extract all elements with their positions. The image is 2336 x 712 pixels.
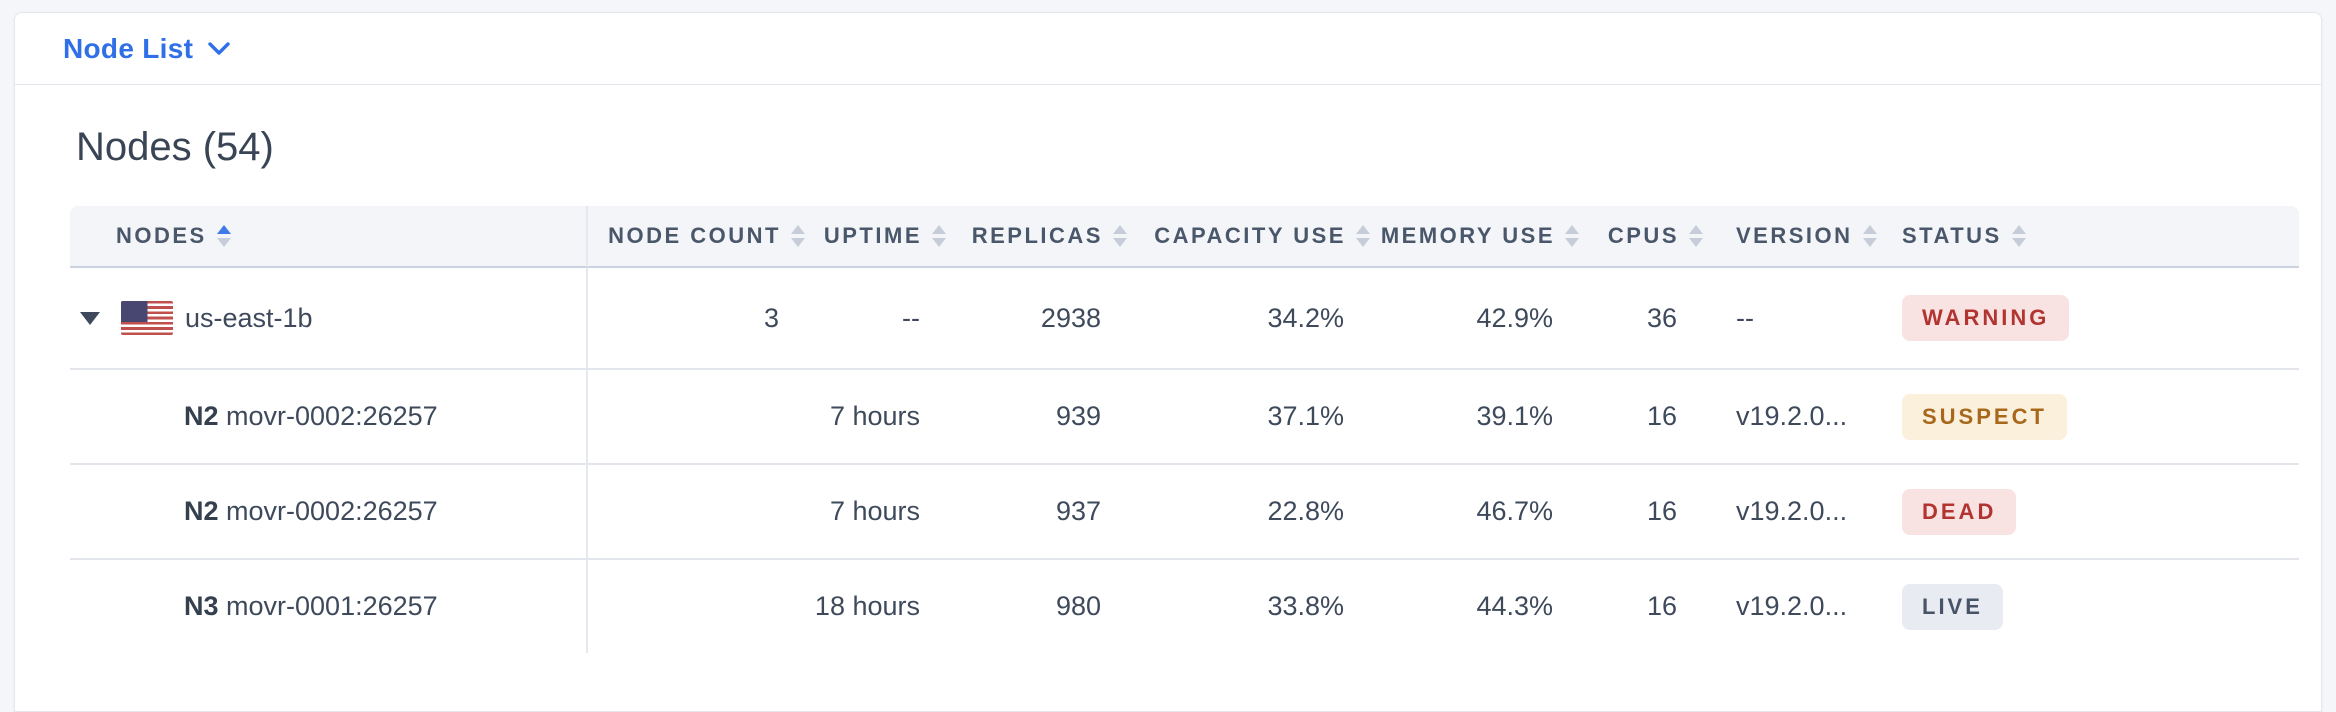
table-row-node[interactable]: N3 movr-0001:26257 18 hours 980 33.8% 44… xyxy=(70,558,2299,653)
node-id: N2 xyxy=(184,401,219,431)
sort-arrows-icon xyxy=(216,225,231,247)
view-switcher-label: Node List xyxy=(63,32,194,64)
cell-memory-use: 42.9% xyxy=(1370,268,1579,368)
nodes-table: NODES NODE COUNT UPTIME REPLICAS CAPACIT… xyxy=(70,206,2299,653)
sort-arrows-icon xyxy=(2011,225,2026,247)
cell-replicas: 939 xyxy=(946,368,1127,463)
status-badge: DEAD xyxy=(1902,488,2017,535)
column-label: CAPACITY USE xyxy=(1154,223,1346,248)
column-label: CPUS xyxy=(1607,223,1679,248)
sort-arrows-icon xyxy=(1689,225,1703,247)
cell-uptime: 7 hours xyxy=(805,368,946,463)
cell-node-count xyxy=(588,558,805,653)
sort-arrows-icon xyxy=(1113,225,1127,247)
column-label: NODES xyxy=(116,223,207,248)
node-id: N3 xyxy=(184,591,219,621)
cell-uptime: -- xyxy=(805,268,946,368)
cell-memory-use: 46.7% xyxy=(1370,463,1579,558)
column-header-memory-use[interactable]: MEMORY USE xyxy=(1370,206,1579,268)
node-list-card: Node List Nodes (54) NODES NODE COUNT xyxy=(14,12,2322,712)
sort-arrows-icon xyxy=(1862,225,1877,247)
cell-version: -- xyxy=(1703,268,1878,368)
cell-version: v19.2.0... xyxy=(1703,463,1878,558)
column-label: MEMORY USE xyxy=(1380,223,1555,248)
status-badge: WARNING xyxy=(1902,295,2070,341)
column-label: REPLICAS xyxy=(971,223,1103,248)
column-header-nodes[interactable]: NODES xyxy=(70,206,588,268)
cell-cpus: 36 xyxy=(1579,268,1703,368)
column-header-node-count[interactable]: NODE COUNT xyxy=(588,206,805,268)
cell-node-count xyxy=(588,463,805,558)
column-header-replicas[interactable]: REPLICAS xyxy=(946,206,1127,268)
sort-arrows-icon xyxy=(791,225,805,247)
cell-memory-use: 44.3% xyxy=(1370,558,1579,653)
status-badge: LIVE xyxy=(1902,583,2003,630)
table-row-node[interactable]: N2 movr-0002:26257 7 hours 937 22.8% 46.… xyxy=(70,463,2299,558)
cell-capacity-use: 22.8% xyxy=(1127,463,1370,558)
column-label: VERSION xyxy=(1736,223,1853,248)
node-address: movr-0002:26257 xyxy=(226,401,438,431)
node-address: movr-0001:26257 xyxy=(226,591,438,621)
column-header-version[interactable]: VERSION xyxy=(1703,206,1878,268)
column-label: NODE COUNT xyxy=(608,223,781,248)
cell-capacity-use: 34.2% xyxy=(1127,268,1370,368)
column-header-status[interactable]: STATUS xyxy=(1878,206,2299,268)
column-label: UPTIME xyxy=(823,223,922,248)
collapse-caret-icon[interactable] xyxy=(80,311,100,325)
cell-node-count: 3 xyxy=(588,268,805,368)
table-row-region-us-east-1b[interactable]: us-east-1b 3 -- 2938 34.2% 42.9% 36 -- W… xyxy=(70,268,2299,368)
column-header-uptime[interactable]: UPTIME xyxy=(805,206,946,268)
sort-arrows-icon xyxy=(932,225,946,247)
table-header-row: NODES NODE COUNT UPTIME REPLICAS CAPACIT… xyxy=(70,206,2299,268)
cell-cpus: 16 xyxy=(1579,463,1703,558)
status-badge: SUSPECT xyxy=(1902,393,2067,440)
column-header-capacity-use[interactable]: CAPACITY USE xyxy=(1127,206,1370,268)
cell-node-count xyxy=(588,368,805,463)
cell-version: v19.2.0... xyxy=(1703,368,1878,463)
cell-cpus: 16 xyxy=(1579,558,1703,653)
view-switcher-bar: Node List xyxy=(15,13,2321,85)
cell-version: v19.2.0... xyxy=(1703,558,1878,653)
cell-replicas: 937 xyxy=(946,463,1127,558)
page-title: Nodes (54) xyxy=(76,125,274,169)
cell-capacity-use: 37.1% xyxy=(1127,368,1370,463)
sort-arrows-icon xyxy=(1356,225,1370,247)
cell-memory-use: 39.1% xyxy=(1370,368,1579,463)
column-label: STATUS xyxy=(1902,223,2002,248)
node-address: movr-0002:26257 xyxy=(226,496,438,526)
cell-uptime: 7 hours xyxy=(805,463,946,558)
cell-uptime: 18 hours xyxy=(805,558,946,653)
cell-replicas: 980 xyxy=(946,558,1127,653)
cell-capacity-use: 33.8% xyxy=(1127,558,1370,653)
column-header-cpus[interactable]: CPUS xyxy=(1579,206,1703,268)
table-row-node[interactable]: N2 movr-0002:26257 7 hours 939 37.1% 39.… xyxy=(70,368,2299,463)
view-switcher-dropdown[interactable]: Node List xyxy=(63,33,230,65)
cell-replicas: 2938 xyxy=(946,268,1127,368)
cell-cpus: 16 xyxy=(1579,368,1703,463)
node-id: N2 xyxy=(184,496,219,526)
us-flag-icon xyxy=(121,301,173,335)
sort-arrows-icon xyxy=(1565,225,1579,247)
chevron-down-icon xyxy=(208,41,230,55)
region-name: us-east-1b xyxy=(185,302,313,333)
